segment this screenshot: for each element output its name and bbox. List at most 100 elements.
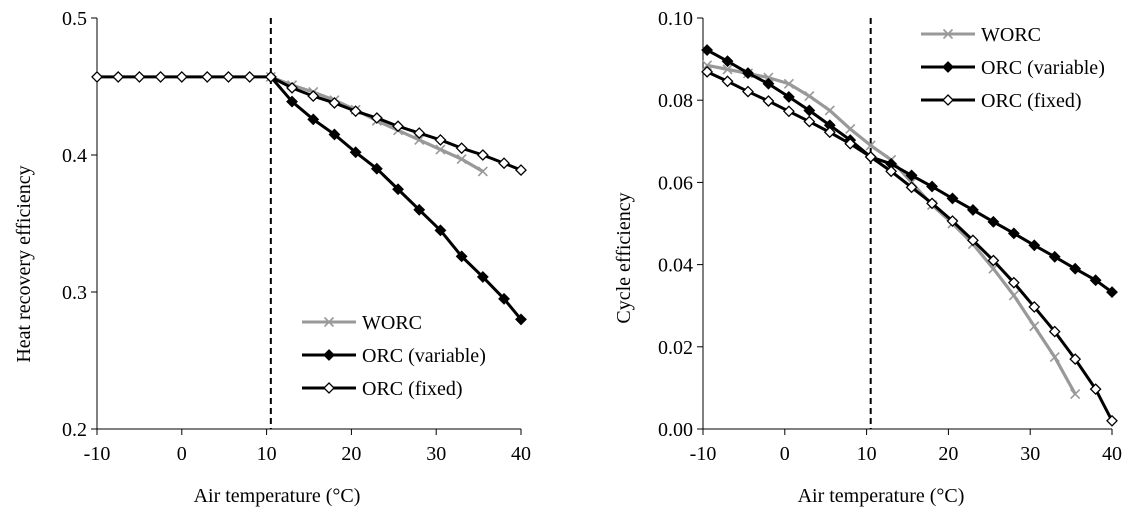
data-point <box>762 95 775 107</box>
data-point <box>1106 286 1118 299</box>
x-tick-label: 20 <box>341 443 361 465</box>
series-worc <box>265 71 488 177</box>
legend-entry: ORC (variable) <box>921 57 1105 79</box>
legend-label: WORC <box>362 312 422 334</box>
legend-label: WORC <box>981 24 1041 46</box>
data-point <box>722 64 733 75</box>
data-point <box>967 204 979 216</box>
data-point <box>824 105 835 116</box>
data-point <box>864 150 877 163</box>
x-tick-label: 40 <box>1102 443 1122 465</box>
y-tick-label: 0.4 <box>62 145 87 167</box>
data-point <box>1007 227 1020 240</box>
y-axis-title: Heat recovery efficiency <box>13 165 35 362</box>
data-point <box>742 67 754 79</box>
data-point <box>946 192 959 205</box>
data-point <box>803 115 816 128</box>
legend-label: ORC (fixed) <box>981 90 1082 112</box>
x-tick-label: 0 <box>780 443 790 465</box>
data-point <box>926 197 938 210</box>
data-point <box>328 128 341 141</box>
data-point <box>782 105 795 118</box>
legend-marker <box>323 382 335 394</box>
data-point <box>133 70 146 83</box>
legend-marker <box>942 61 954 73</box>
data-point <box>328 97 341 109</box>
series-line <box>706 63 1077 395</box>
data-point <box>1048 325 1061 338</box>
data-point <box>721 75 734 88</box>
y-tick-label: 0.3 <box>62 282 87 304</box>
legend-entry: ORC (variable) <box>302 345 486 367</box>
data-point <box>456 154 467 165</box>
data-point <box>967 234 979 247</box>
data-point <box>905 169 918 182</box>
data-point <box>175 70 188 83</box>
data-point <box>1028 301 1041 313</box>
data-point <box>845 123 856 135</box>
data-point <box>477 166 488 177</box>
data-point <box>1089 274 1102 287</box>
x-tick-label: 30 <box>426 443 446 465</box>
data-point <box>286 81 298 94</box>
data-point <box>1008 290 1019 301</box>
data-point <box>307 90 320 103</box>
data-point <box>498 292 510 305</box>
data-point <box>1089 383 1102 396</box>
y-tick-label: 0.06 <box>658 172 693 194</box>
data-point <box>823 126 836 139</box>
data-point <box>1106 414 1118 427</box>
data-point <box>701 65 714 78</box>
data-point <box>286 95 298 108</box>
data-point <box>498 157 510 170</box>
data-point <box>413 127 426 139</box>
data-point <box>91 70 103 83</box>
data-point <box>804 91 815 102</box>
y-tick-label: 0.04 <box>658 255 693 277</box>
data-point <box>392 120 404 133</box>
data-point <box>946 215 959 227</box>
data-point <box>803 104 816 117</box>
data-point <box>455 142 468 155</box>
data-point <box>1028 239 1041 252</box>
legend-entry: WORC <box>302 312 422 334</box>
data-point <box>515 313 527 326</box>
legend-label: ORC (variable) <box>981 57 1105 79</box>
legend-marker <box>942 28 954 40</box>
x-tick-label: 10 <box>857 443 877 465</box>
data-point <box>1069 353 1082 366</box>
data-point <box>307 113 320 126</box>
data-point <box>112 70 125 83</box>
x-tick-label: 0 <box>177 443 187 465</box>
data-point <box>783 78 794 89</box>
data-point <box>476 149 489 161</box>
data-point <box>392 183 404 196</box>
data-point <box>1029 321 1040 332</box>
data-point <box>515 164 527 176</box>
data-point <box>905 181 918 194</box>
data-point <box>1048 250 1061 263</box>
data-point <box>222 70 235 83</box>
data-point <box>201 70 214 83</box>
x-tick-label: 40 <box>511 443 531 465</box>
y-tick-label: 0.02 <box>658 337 693 359</box>
data-point <box>349 146 362 159</box>
series-orc-variable- <box>264 70 527 326</box>
x-tick-label: -10 <box>690 443 717 465</box>
data-point <box>721 55 734 68</box>
legend-marker <box>942 94 954 106</box>
series-orc-fixed- <box>701 65 1118 427</box>
data-point <box>455 250 468 263</box>
legend-entry: ORC (fixed) <box>921 90 1082 112</box>
data-point <box>154 70 167 83</box>
series-orc-fixed- <box>91 70 527 176</box>
data-point <box>987 215 1000 228</box>
data-point <box>1070 388 1081 400</box>
x-tick-label: -10 <box>84 443 111 465</box>
x-tick-label: 10 <box>257 443 277 465</box>
y-tick-label: 0.08 <box>658 90 693 112</box>
data-point <box>370 162 383 175</box>
data-point <box>349 105 362 118</box>
data-point <box>243 70 256 83</box>
